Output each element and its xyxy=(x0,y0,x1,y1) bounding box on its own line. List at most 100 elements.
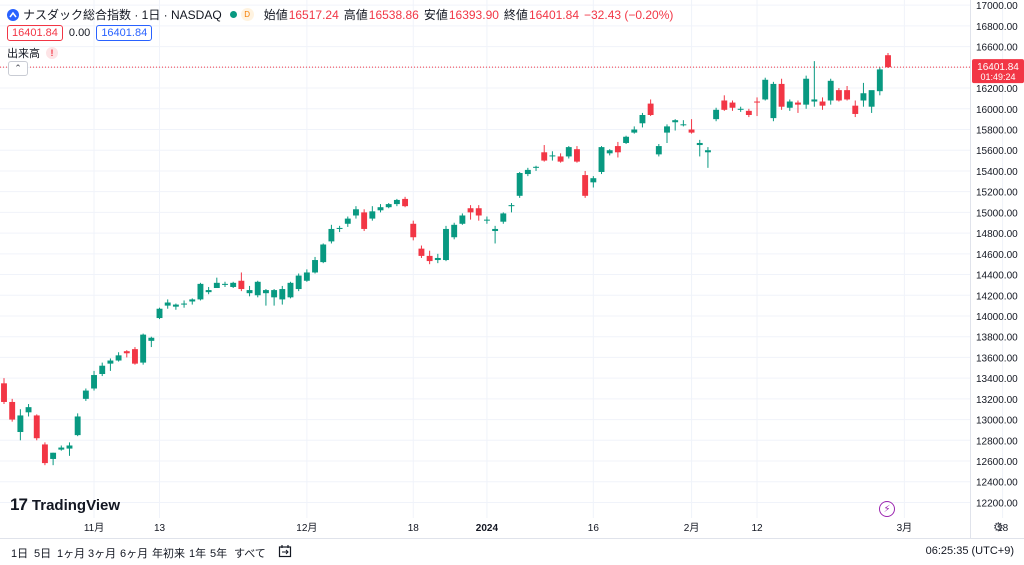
candle[interactable] xyxy=(557,153,564,163)
timeframe-1d[interactable]: 1日 xyxy=(11,548,29,560)
candlestick-chart[interactable]: 12200.00 12400.00 12600.00 12800.00 13000.00… xyxy=(0,0,1024,538)
timeframe-5y[interactable]: 5年 xyxy=(210,548,228,560)
candle[interactable] xyxy=(582,170,589,198)
timeframe-5d[interactable]: 5日 xyxy=(34,548,52,560)
candle[interactable] xyxy=(598,146,605,175)
candle[interactable] xyxy=(729,100,736,111)
candle[interactable] xyxy=(696,139,703,157)
candle[interactable] xyxy=(434,253,441,264)
gear-icon[interactable]: ⚙ xyxy=(993,520,1004,534)
timeframe-6m[interactable]: 6ヶ月 xyxy=(120,548,149,560)
candle[interactable] xyxy=(524,167,531,177)
candle[interactable] xyxy=(639,112,646,128)
candle[interactable] xyxy=(230,281,237,289)
candle[interactable] xyxy=(279,285,286,305)
candle[interactable] xyxy=(835,88,842,102)
candle[interactable] xyxy=(786,99,793,111)
candle[interactable] xyxy=(74,413,81,437)
timeframe-3m[interactable]: 3ヶ月 xyxy=(88,548,117,560)
candle[interactable] xyxy=(574,146,580,163)
sell-button[interactable]: 16401.84 xyxy=(7,25,63,41)
candle[interactable] xyxy=(246,285,253,297)
candle[interactable] xyxy=(172,303,179,310)
candle[interactable] xyxy=(541,145,548,162)
candle[interactable] xyxy=(688,119,695,134)
candle[interactable] xyxy=(860,82,867,107)
candle[interactable] xyxy=(1,378,7,405)
candle[interactable] xyxy=(99,362,106,377)
candle[interactable] xyxy=(672,119,679,131)
candle[interactable] xyxy=(148,336,155,348)
candle[interactable] xyxy=(500,212,507,224)
calendar-range-icon[interactable] xyxy=(278,544,292,558)
candle[interactable] xyxy=(17,409,24,441)
candle[interactable] xyxy=(549,151,556,161)
candle[interactable] xyxy=(295,273,302,292)
candle[interactable] xyxy=(238,272,245,292)
candle[interactable] xyxy=(614,141,621,158)
tradingview-logo[interactable]: 17 TradingView xyxy=(10,495,120,515)
collapse-legend-button[interactable]: ⌃ xyxy=(8,61,28,76)
candle[interactable] xyxy=(361,209,368,232)
candle[interactable] xyxy=(443,225,449,262)
candle[interactable] xyxy=(885,52,891,68)
candle[interactable] xyxy=(262,289,269,306)
candle[interactable] xyxy=(811,61,818,107)
candle[interactable] xyxy=(222,281,228,287)
candle[interactable] xyxy=(402,196,409,208)
candle[interactable] xyxy=(287,281,294,299)
candle[interactable] xyxy=(213,277,220,289)
timeframe-1y[interactable]: 1年 xyxy=(189,548,207,560)
candle[interactable] xyxy=(631,126,638,134)
candle[interactable] xyxy=(115,352,122,362)
candle[interactable] xyxy=(737,106,744,112)
candle[interactable] xyxy=(827,78,834,105)
candle[interactable] xyxy=(385,203,392,209)
candle[interactable] xyxy=(123,350,130,358)
candle[interactable] xyxy=(33,414,40,441)
candle[interactable] xyxy=(66,442,73,456)
candle[interactable] xyxy=(745,108,752,118)
candle[interactable] xyxy=(50,452,57,466)
warning-icon[interactable]: ! xyxy=(46,47,58,59)
candle[interactable] xyxy=(418,245,425,258)
candle[interactable] xyxy=(713,107,720,122)
candle[interactable] xyxy=(82,388,89,401)
candle[interactable] xyxy=(328,224,335,244)
candle[interactable] xyxy=(516,171,523,198)
candle[interactable] xyxy=(426,250,433,265)
candle[interactable] xyxy=(189,298,196,305)
buy-button[interactable]: 16401.84 xyxy=(96,25,153,41)
data-badge[interactable]: D xyxy=(240,8,254,21)
candle[interactable] xyxy=(181,300,188,308)
candle[interactable] xyxy=(664,124,670,143)
candle[interactable] xyxy=(876,67,883,96)
timeframe-all[interactable]: すべて xyxy=(234,548,266,560)
candle[interactable] xyxy=(336,225,343,233)
candle[interactable] xyxy=(410,220,417,241)
candle[interactable] xyxy=(778,78,785,110)
candle[interactable] xyxy=(205,286,212,295)
candle[interactable] xyxy=(107,358,114,371)
candle[interactable] xyxy=(132,347,138,365)
candle[interactable] xyxy=(41,442,48,466)
candle[interactable] xyxy=(344,216,351,227)
candle[interactable] xyxy=(140,333,147,365)
candle[interactable] xyxy=(312,256,318,274)
candle[interactable] xyxy=(565,146,572,159)
candle[interactable] xyxy=(459,213,466,225)
candle[interactable] xyxy=(483,216,490,224)
candle[interactable] xyxy=(770,81,777,122)
candle[interactable] xyxy=(754,97,760,117)
candle[interactable] xyxy=(393,198,400,207)
candle[interactable] xyxy=(795,100,801,113)
candle[interactable] xyxy=(606,149,613,156)
symbol-title[interactable]: ナスダック総合指数 · 1日 · NASDAQ xyxy=(23,8,222,22)
candle[interactable] xyxy=(320,243,327,264)
candle[interactable] xyxy=(9,398,16,422)
candle[interactable] xyxy=(868,90,875,113)
volume-indicator[interactable]: 出来高 ! xyxy=(7,45,58,61)
candle[interactable] xyxy=(254,280,261,298)
candle[interactable] xyxy=(271,289,278,306)
candle[interactable] xyxy=(369,206,376,221)
